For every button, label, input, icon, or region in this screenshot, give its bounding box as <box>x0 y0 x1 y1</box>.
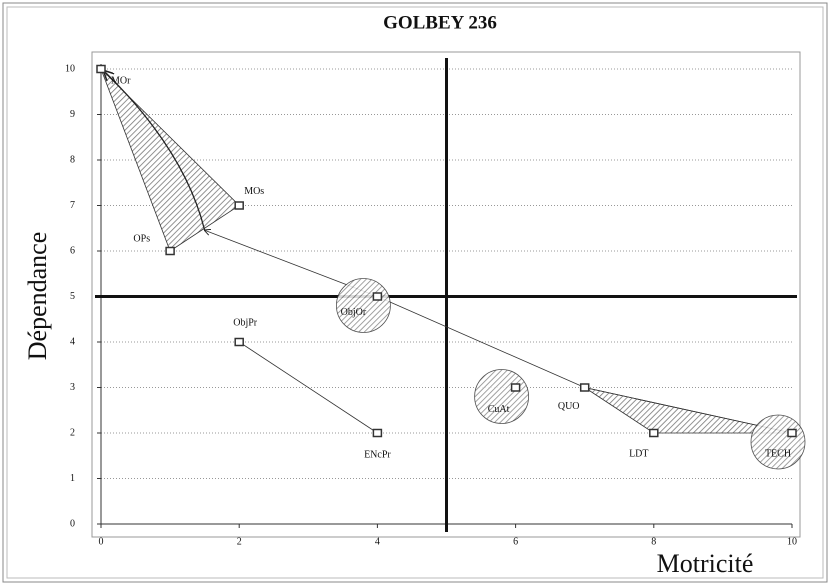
point <box>234 201 244 210</box>
point-label: MOr <box>111 75 131 86</box>
point <box>372 428 383 438</box>
point <box>649 428 659 438</box>
point-label: OPs <box>133 233 150 244</box>
highlight-circle <box>335 278 391 333</box>
point <box>96 64 106 74</box>
point <box>510 383 521 392</box>
point <box>165 246 175 256</box>
point-label: ObjOr <box>341 307 367 318</box>
y-tick-label: 6 <box>70 245 75 256</box>
point <box>372 292 383 301</box>
point <box>234 337 244 347</box>
y-tick-label: 2 <box>70 427 75 438</box>
point-label: MOs <box>244 186 264 197</box>
highlight-circle <box>474 369 530 424</box>
x-axis-label: Motricité <box>657 549 754 578</box>
y-axis-label: Dépendance <box>23 232 52 360</box>
link <box>238 341 378 434</box>
link <box>377 296 585 388</box>
point <box>579 383 590 392</box>
point-label: LDT <box>629 448 648 459</box>
point-label: CuAt <box>488 404 510 415</box>
point-label: QUO <box>558 401 580 412</box>
y-tick-label: 1 <box>70 473 75 484</box>
point-label: ObjPr <box>233 317 258 328</box>
y-tick-label: 4 <box>70 336 75 347</box>
y-tick-label: 5 <box>70 291 75 302</box>
x-tick-label: 4 <box>375 536 380 547</box>
y-tick-label: 3 <box>70 382 75 393</box>
x-tick-label: 8 <box>651 536 656 547</box>
arrow <box>104 71 206 231</box>
y-tick-label: 10 <box>65 63 75 74</box>
x-tick-label: 2 <box>237 536 242 547</box>
y-tick-label: 7 <box>70 200 75 211</box>
y-tick-label: 8 <box>70 154 75 165</box>
plot-frame <box>91 51 801 538</box>
point-label: TECH <box>765 448 791 459</box>
point <box>787 428 797 438</box>
x-tick-label: 10 <box>787 536 797 547</box>
y-tick-label: 9 <box>70 109 75 120</box>
chart-title: GOLBEY 236 <box>383 12 497 33</box>
y-tick-label: 0 <box>70 518 75 529</box>
highlight-circle <box>750 414 806 470</box>
x-tick-label: 0 <box>99 536 104 547</box>
inner-frame <box>6 6 824 579</box>
x-tick-label: 6 <box>513 536 518 547</box>
point-label: ENcPr <box>364 449 391 460</box>
